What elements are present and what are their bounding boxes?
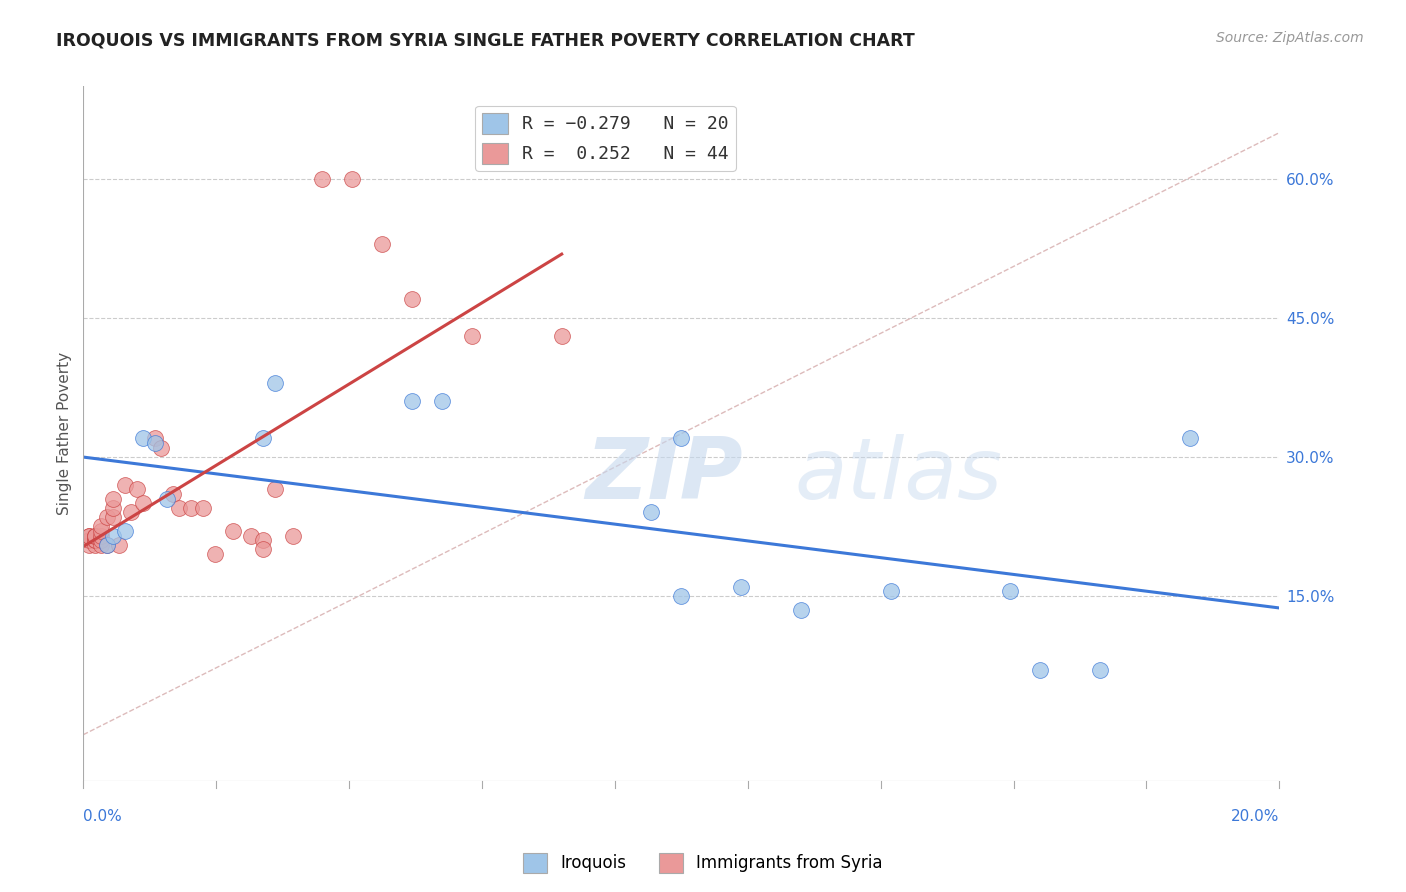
Point — [342, 172, 364, 186]
Point — [461, 329, 484, 343]
Point — [77, 528, 100, 542]
Point — [90, 519, 112, 533]
Point — [730, 580, 752, 594]
Legend: Iroquois, Immigrants from Syria: Iroquois, Immigrants from Syria — [517, 847, 889, 880]
Point — [84, 533, 107, 548]
Point — [790, 602, 813, 616]
Point — [150, 441, 173, 455]
Point — [96, 538, 118, 552]
Point — [640, 505, 662, 519]
Point — [180, 500, 202, 515]
Legend: R = −0.279   N = 20, R =  0.252   N = 44: R = −0.279 N = 20, R = 0.252 N = 44 — [475, 106, 735, 171]
Point — [239, 528, 262, 542]
Text: 20.0%: 20.0% — [1230, 809, 1279, 824]
Point — [263, 376, 285, 390]
Point — [143, 436, 166, 450]
Point — [252, 542, 274, 557]
Point — [90, 538, 112, 552]
Point — [671, 589, 693, 603]
Point — [108, 538, 131, 552]
Point — [311, 172, 333, 186]
Point — [1178, 431, 1201, 445]
Point — [103, 491, 125, 506]
Point — [114, 477, 136, 491]
Point — [77, 533, 100, 548]
Point — [103, 500, 125, 515]
Text: ZIP: ZIP — [586, 434, 744, 516]
Text: Source: ZipAtlas.com: Source: ZipAtlas.com — [1216, 31, 1364, 45]
Point — [120, 505, 142, 519]
Point — [998, 584, 1021, 599]
Text: IROQUOIS VS IMMIGRANTS FROM SYRIA SINGLE FATHER POVERTY CORRELATION CHART: IROQUOIS VS IMMIGRANTS FROM SYRIA SINGLE… — [56, 31, 915, 49]
Point — [77, 538, 100, 552]
Point — [430, 394, 453, 409]
Point — [401, 394, 423, 409]
Point — [84, 538, 107, 552]
Point — [132, 496, 155, 510]
Point — [671, 431, 693, 445]
Point — [90, 528, 112, 542]
Y-axis label: Single Father Poverty: Single Father Poverty — [58, 352, 72, 516]
Point — [167, 500, 190, 515]
Point — [879, 584, 901, 599]
Point — [371, 236, 394, 251]
Point — [401, 293, 423, 307]
Point — [252, 431, 274, 445]
Point — [263, 482, 285, 496]
Text: 0.0%: 0.0% — [83, 809, 122, 824]
Point — [222, 524, 245, 538]
Text: atlas: atlas — [794, 434, 1002, 516]
Point — [204, 547, 226, 561]
Point — [90, 533, 112, 548]
Point — [132, 431, 155, 445]
Point — [551, 329, 574, 343]
Point — [252, 533, 274, 548]
Point — [1088, 663, 1111, 677]
Point — [143, 431, 166, 445]
Point — [114, 524, 136, 538]
Point — [96, 510, 118, 524]
Point — [90, 524, 112, 538]
Point — [103, 528, 125, 542]
Point — [77, 528, 100, 542]
Point — [156, 491, 179, 506]
Point — [281, 528, 304, 542]
Point — [84, 528, 107, 542]
Point — [96, 538, 118, 552]
Point — [1029, 663, 1052, 677]
Point — [84, 528, 107, 542]
Point — [103, 510, 125, 524]
Point — [84, 528, 107, 542]
Point — [191, 500, 214, 515]
Point — [84, 533, 107, 548]
Point — [127, 482, 149, 496]
Point — [162, 487, 184, 501]
